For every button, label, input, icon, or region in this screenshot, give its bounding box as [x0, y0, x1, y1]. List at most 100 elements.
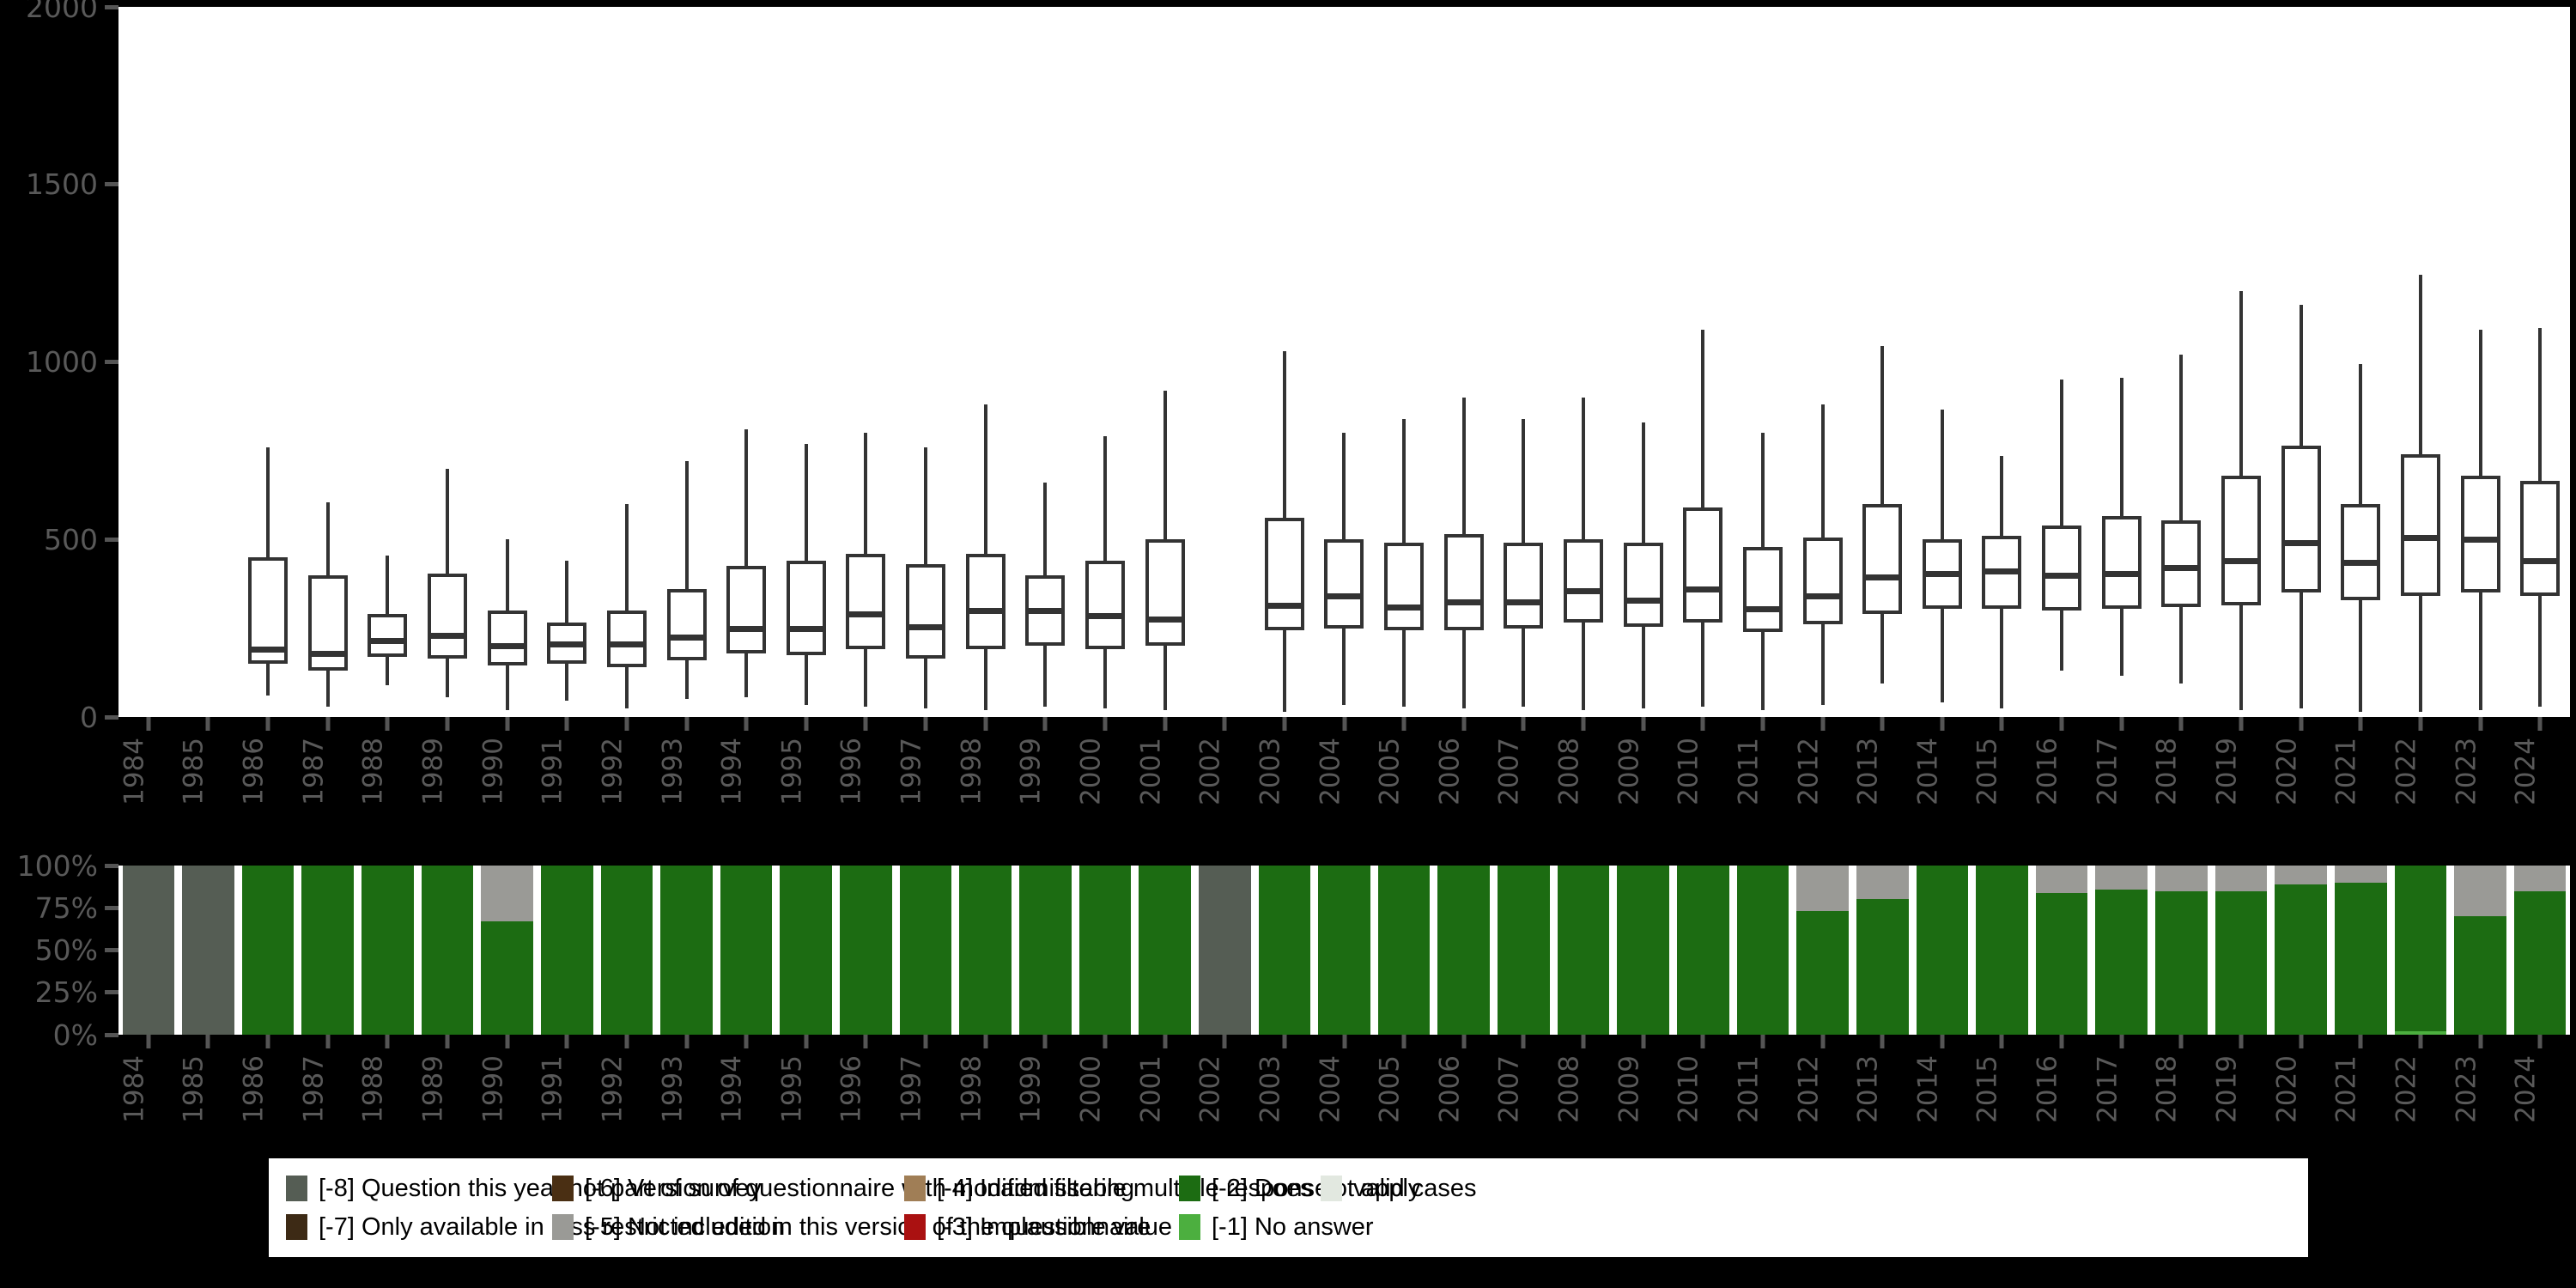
legend-item--5[interactable]: [-5] Not included in this version of the… [552, 1214, 1151, 1240]
boxplot-group [1194, 7, 1255, 717]
boxplot-median [1084, 613, 1125, 620]
legend-swatch-icon [286, 1176, 307, 1201]
boxplot-y-tick-label: 0 [80, 700, 98, 734]
bar-x-tick-label: 2012 [1793, 1055, 1825, 1123]
boxplot-x-tick-label: 1998 [956, 738, 987, 805]
stacked-bar [1976, 866, 2028, 1035]
legend-item--2[interactable]: [-2] Does not apply [1179, 1176, 1420, 1201]
boxplot-x-tick-mark [804, 717, 809, 731]
stacked-bar [1617, 866, 1669, 1035]
stacked-bar-segment [600, 866, 653, 1035]
stacked-bar-segment [1856, 866, 1909, 900]
legend-label: [-3] Implausible value [937, 1212, 1173, 1241]
bar-x-tick-label: 1996 [835, 1055, 867, 1123]
boxplot-group [417, 7, 477, 717]
bar-plot-area [118, 866, 2570, 1035]
stacked-bar [2454, 866, 2506, 1035]
boxplot-box [2281, 445, 2321, 593]
stacked-bar [780, 866, 833, 1035]
legend-label: [-6] Version of questionnaire with modif… [585, 1174, 1134, 1202]
stacked-bar-segment [1976, 866, 2028, 1035]
boxplot-box [846, 553, 886, 650]
legend-item--6[interactable]: [-6] Version of questionnaire with modif… [552, 1176, 1134, 1201]
boxplot-x-tick-label: 1986 [238, 738, 270, 805]
stacked-bar [241, 866, 295, 1035]
missing-values-bar-panel: 0% 25% 50% 75% 100% 1984 1985 1986 1987 1988 1989… [0, 852, 2576, 1125]
bar-x-tick-label: 2017 [2092, 1055, 2123, 1123]
boxplot-y-tick-mark [105, 714, 118, 720]
legend-item--1[interactable]: [-1] No answer [1179, 1214, 1374, 1240]
bar-x-tick-mark [1521, 1035, 1526, 1048]
stacked-bar-segment [2394, 1031, 2447, 1035]
boxplot-median [2341, 560, 2381, 567]
bar-x-tick-mark [2059, 1035, 2064, 1048]
boxplot-x-tick-label: 2005 [1374, 738, 1406, 805]
legend-item-valid[interactable]: valid cases [1321, 1176, 1476, 1201]
bar-x-tick-mark [2178, 1035, 2184, 1048]
bar-x-tick-label: 2023 [2451, 1055, 2482, 1123]
stacked-bar-segment [481, 866, 533, 922]
boxplot-group [1135, 7, 1195, 717]
stacked-bar-segment [2334, 866, 2387, 883]
bar-x-tick-label: 1985 [178, 1055, 210, 1123]
stacked-bar [1019, 866, 1072, 1035]
boxplot-x-tick-label: 2014 [1912, 738, 1944, 805]
boxplot-group [1613, 7, 1674, 717]
bar-x-tick-label: 1997 [896, 1055, 927, 1123]
bar-x-tick-mark [146, 1035, 151, 1048]
stacked-bar-segment [2155, 890, 2208, 1035]
boxplot-median [666, 634, 707, 641]
bar-x-tick-label: 2019 [2211, 1055, 2243, 1123]
bar-x-tick-label: 1990 [477, 1055, 509, 1123]
stacked-bar [2155, 866, 2208, 1035]
stacked-bar-segment [2095, 889, 2148, 1035]
stacked-bar-segment [1258, 866, 1311, 1035]
boxplot-box [965, 553, 1005, 650]
bar-x-tick-label: 1995 [776, 1055, 808, 1123]
stacked-bar [1078, 866, 1132, 1035]
stacked-bar-segment [2513, 890, 2567, 1035]
legend-swatch-icon [904, 1176, 926, 1201]
boxplot-y-tick-mark [105, 4, 118, 9]
boxplot-group [2092, 7, 2152, 717]
legend-item--7[interactable]: [-7] Only available in less restricted e… [286, 1214, 785, 1240]
boxplot-x-tick-label: 1985 [178, 738, 210, 805]
legend-label: [-8] Question this year not part of surv… [319, 1174, 762, 1202]
bar-x-tick-label: 2004 [1315, 1055, 1346, 1123]
boxplot-x-tick-label: 2018 [2151, 738, 2183, 805]
stacked-bar [1318, 866, 1370, 1035]
boxplot-x-tick-mark [624, 717, 629, 731]
stacked-bar-segment [1318, 866, 1370, 1035]
stacked-bar [1377, 866, 1431, 1035]
bar-x-tick-mark [1282, 1035, 1287, 1048]
legend-item--3[interactable]: [-3] Implausible value [904, 1214, 1172, 1240]
bar-x-tick-mark [1461, 1035, 1467, 1048]
bar-x-tick-mark [1042, 1035, 1048, 1048]
boxplot-median [427, 632, 467, 639]
bar-x-tick-mark [624, 1035, 629, 1048]
boxplot-x-tick-label: 1995 [776, 738, 808, 805]
boxplot-group [1374, 7, 1434, 717]
boxplot-median [1324, 593, 1364, 600]
boxplot-x-tick-mark [1282, 717, 1287, 731]
boxplot-x-tick-mark [983, 717, 988, 731]
legend-label: [-4] Inadmissable multiple response [937, 1174, 1329, 1202]
legend-item--8[interactable]: [-8] Question this year not part of surv… [286, 1176, 762, 1201]
stacked-bar [1437, 866, 1491, 1035]
legend-swatch-icon [1321, 1176, 1342, 1201]
stacked-bar-segment [2334, 882, 2387, 1035]
stacked-bar [1258, 866, 1311, 1035]
stacked-bar [2035, 866, 2088, 1035]
bar-x-tick-mark [1581, 1035, 1586, 1048]
legend-item--4[interactable]: [-4] Inadmissable multiple response [904, 1176, 1328, 1201]
boxplot-x-tick-label: 2020 [2271, 738, 2303, 805]
boxplot-x-tick-mark [1521, 717, 1526, 731]
boxplot-x-tick-label: 2001 [1135, 738, 1167, 805]
stacked-bar [361, 866, 414, 1035]
stacked-bar-segment [2215, 890, 2268, 1035]
boxplot-x-tick-label: 2013 [1852, 738, 1884, 805]
boxplot-box [2520, 481, 2561, 597]
boxplot-y-tick-mark [105, 537, 118, 542]
stacked-bar-segment [1796, 911, 1849, 1035]
boxplot-x-tick-mark [445, 717, 450, 731]
